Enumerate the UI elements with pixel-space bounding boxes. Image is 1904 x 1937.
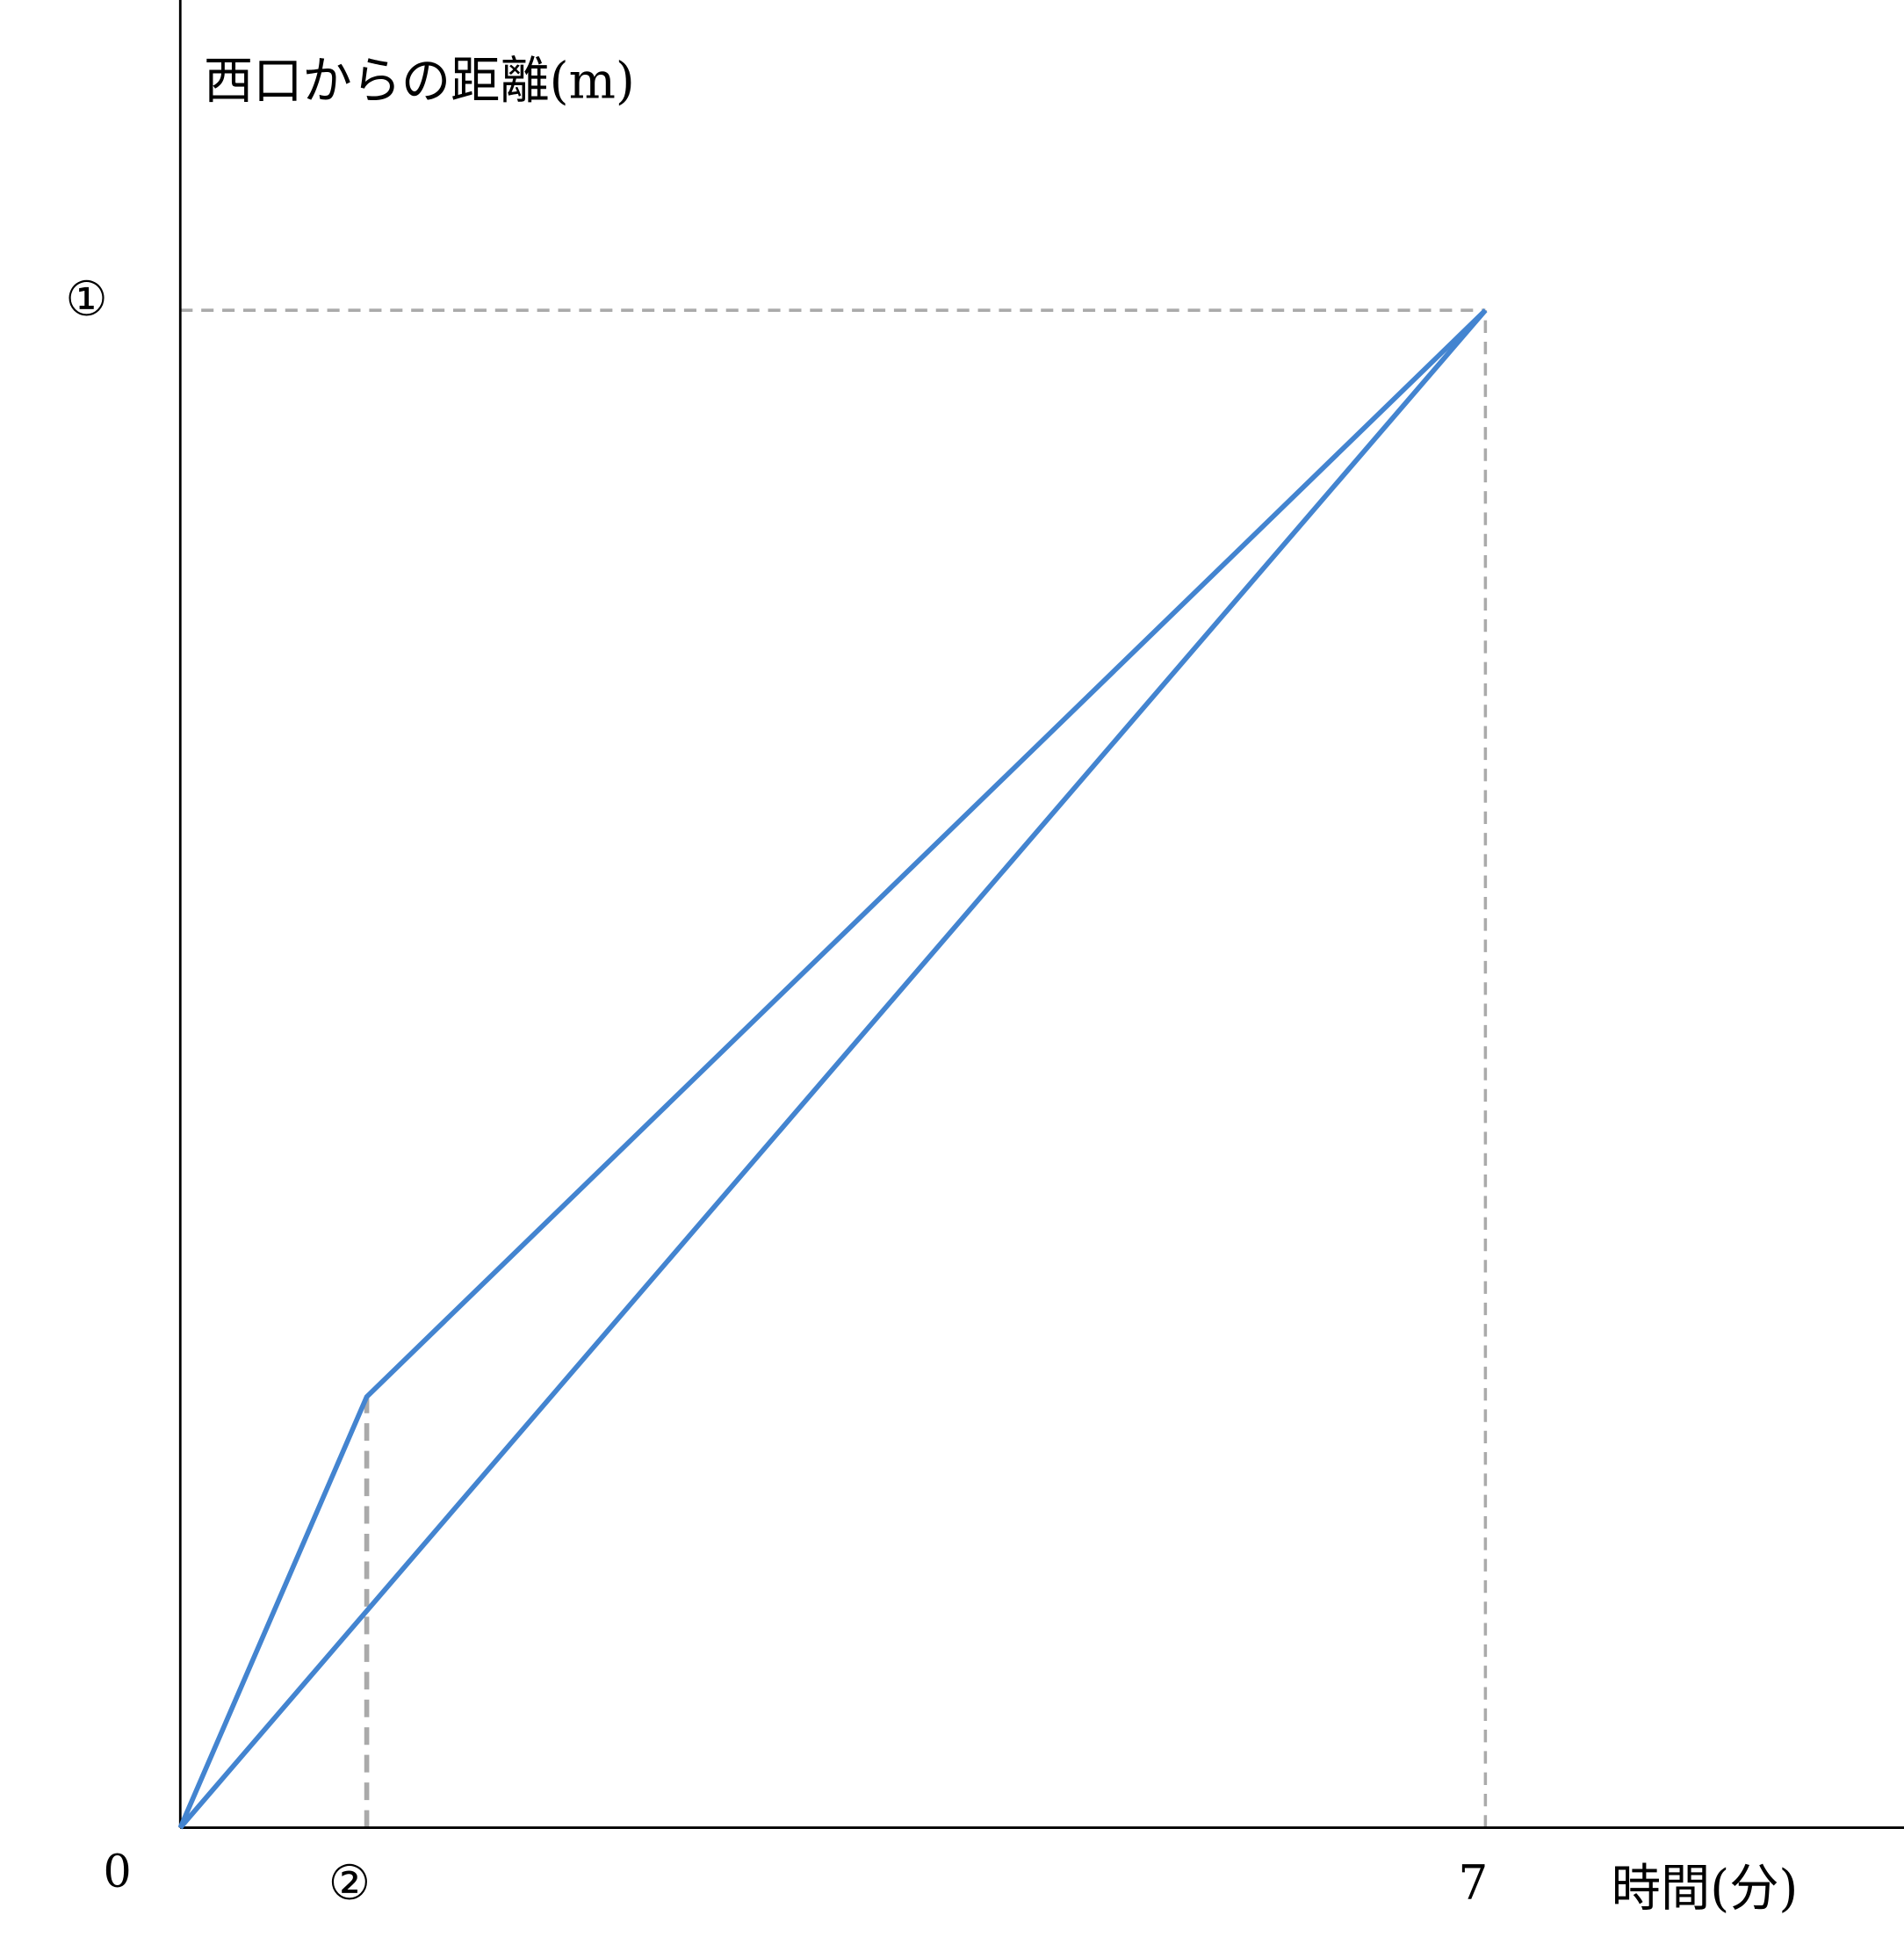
x-tick-label: 7 [1458, 1855, 1488, 1912]
y-tick-label: ① [65, 271, 107, 327]
tick-labels: ② 7 ① [65, 271, 1488, 1911]
series-line-1 [178, 308, 1488, 1830]
x-axis-label: 時間(分) [1612, 1860, 1799, 1919]
guide-lines [180, 308, 1488, 1828]
x-tick-label: ② [328, 1855, 371, 1912]
y-axis-label: 西口からの距離(m) [204, 52, 635, 111]
origin-label: 0 [103, 1846, 131, 1897]
series-line-0 [177, 308, 1488, 1829]
series-lines [177, 308, 1488, 1830]
